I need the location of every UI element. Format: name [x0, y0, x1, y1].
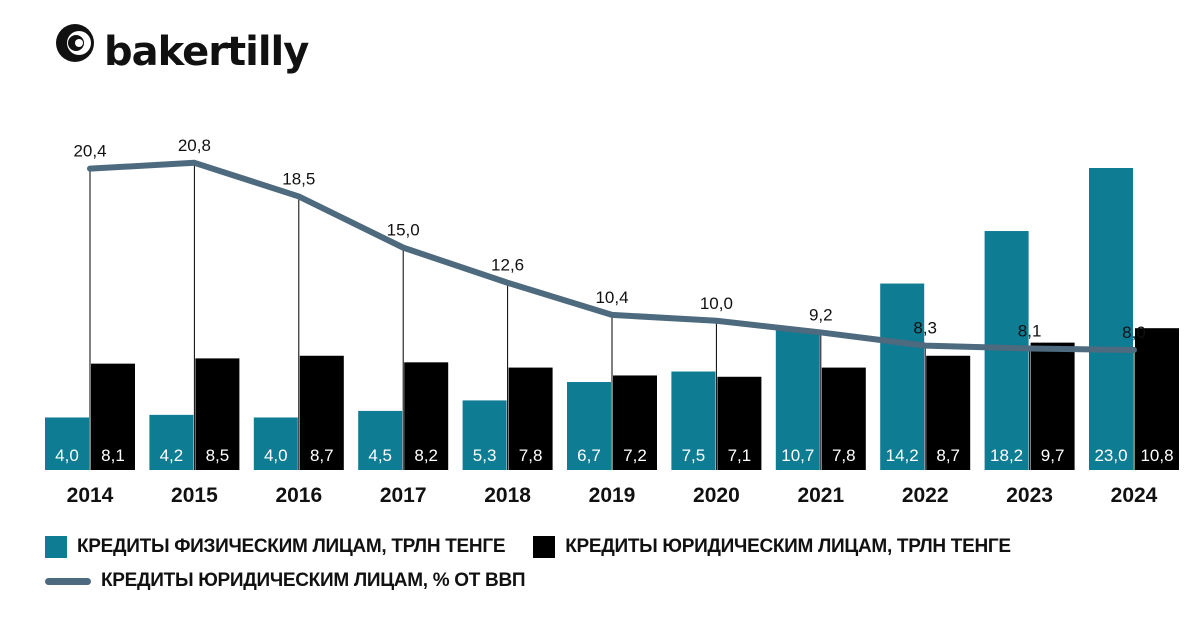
x-tick-label-2019: 2019: [589, 484, 636, 507]
x-tick-label-2022: 2022: [902, 484, 949, 507]
bar-legal-2023: [1030, 342, 1075, 470]
bar-label-legal-2016: 8,7: [310, 446, 334, 465]
x-tick-label-2016: 2016: [275, 484, 322, 507]
line-label-2016: 18,5: [282, 169, 315, 188]
brand-logo: bakertilly: [52, 8, 309, 78]
legend-label-legal: КРЕДИТЫ ЮРИДИЧЕСКИМ ЛИЦАМ, ТРЛН ТЕНГЕ: [565, 536, 1011, 557]
bar-individuals-2024: [1089, 168, 1133, 470]
bar-legal-2016: [299, 355, 344, 470]
bar-individuals-2018: [462, 400, 507, 470]
bar-label-legal-2019: 7,2: [623, 446, 647, 465]
bar-label-legal-2022: 8,7: [936, 446, 960, 465]
bar-label-individuals-2019: 6,7: [577, 446, 601, 465]
legend-label-gdp-share: КРЕДИТЫ ЮРИДИЧЕСКИМ ЛИЦАМ, % ОТ ВВП: [101, 570, 526, 591]
line-label-2024: 8,0: [1122, 323, 1146, 342]
line-label-2021: 9,2: [809, 305, 833, 324]
x-tick-label-2017: 2017: [380, 484, 427, 507]
bar-legal-2015: [195, 358, 240, 470]
bar-legal-2014: [91, 363, 135, 470]
bar-individuals-2020: [671, 371, 716, 470]
x-tick-label-2024: 2024: [1111, 484, 1158, 507]
bar-individuals-2016: [253, 417, 298, 470]
bar-label-legal-2018: 7,8: [519, 446, 543, 465]
bar-label-individuals-2018: 5,3: [473, 446, 497, 465]
bar-label-individuals-2023: 18,2: [990, 446, 1023, 465]
x-tick-label-2021: 2021: [797, 484, 844, 507]
x-tick-label-2014: 2014: [67, 484, 114, 507]
legend-item-legal: КРЕДИТЫ ЮРИДИЧЕСКИМ ЛИЦАМ, ТРЛН ТЕНГЕ: [533, 536, 1011, 558]
legend-line-gdp-share: [45, 577, 91, 585]
bar-label-legal-2015: 8,5: [206, 446, 230, 465]
bar-label-individuals-2017: 4,5: [368, 446, 392, 465]
line-gdp-share: [87, 159, 1137, 353]
bar-legal-2019: [613, 375, 657, 470]
legend-swatch-individuals: [45, 536, 67, 558]
legend-swatch-legal: [533, 536, 556, 558]
line-label-2017: 15,0: [387, 221, 420, 240]
bar-individuals-2014: [45, 417, 89, 470]
bar-label-legal-2020: 7,1: [728, 446, 752, 465]
bar-label-legal-2023: 9,7: [1041, 446, 1065, 465]
legend-item-individuals: КРЕДИТЫ ФИЗИЧЕСКИМ ЛИЦАМ, ТРЛН ТЕНГЕ: [45, 536, 505, 558]
x-tick-label-2023: 2023: [1006, 484, 1053, 507]
line-label-2022: 8,3: [913, 319, 937, 338]
legend-label-individuals: КРЕДИТЫ ФИЗИЧЕСКИМ ЛИЦАМ, ТРЛН ТЕНГЕ: [77, 536, 506, 557]
bar-legal-2018: [508, 367, 553, 470]
line-label-2023: 8,1: [1018, 322, 1042, 341]
line-label-2018: 12,6: [491, 256, 524, 275]
bar-label-individuals-2024: 23,0: [1094, 446, 1127, 465]
bar-label-individuals-2022: 14,2: [886, 446, 919, 465]
bar-label-legal-2024: 10,8: [1140, 446, 1173, 465]
line-label-2019: 10,4: [595, 288, 628, 307]
brand-name: bakertilly: [104, 29, 309, 75]
chart-legend: КРЕДИТЫ ФИЗИЧЕСКИМ ЛИЦАМ, ТРЛН ТЕНГЕ КРЕ…: [45, 530, 1165, 598]
bar-individuals-2017: [358, 410, 403, 470]
bar-legal-2021: [821, 367, 866, 470]
bar-label-individuals-2020: 7,5: [682, 446, 706, 465]
bar-individuals-2022: [880, 283, 925, 470]
bar-label-legal-2017: 8,2: [414, 446, 438, 465]
bar-label-individuals-2016: 4,0: [264, 446, 288, 465]
bar-legal-2020: [717, 376, 762, 470]
line-label-2014: 20,4: [73, 142, 106, 161]
x-tick-label-2015: 2015: [171, 484, 218, 507]
bar-label-individuals-2021: 10,7: [781, 446, 814, 465]
baker-tilly-swirl-icon: [56, 24, 94, 62]
x-tick-label-2020: 2020: [693, 484, 740, 507]
bar-label-legal-2014: 8,1: [101, 446, 125, 465]
legend-item-gdp-share: КРЕДИТЫ ЮРИДИЧЕСКИМ ЛИЦАМ, % ОТ ВВП: [45, 570, 526, 592]
bar-individuals-2019: [567, 382, 611, 470]
line-label-2020: 10,0: [700, 294, 733, 313]
bar-legal-2017: [404, 362, 449, 470]
bar-individuals-2021: [775, 329, 820, 470]
bar-label-individuals-2015: 4,2: [160, 446, 184, 465]
bar-legal-2022: [926, 355, 971, 470]
bar-label-legal-2021: 7,8: [832, 446, 856, 465]
x-tick-label-2018: 2018: [484, 484, 531, 507]
bar-legal-2024: [1135, 328, 1179, 470]
line-label-2015: 20,8: [178, 136, 211, 155]
bar-label-individuals-2014: 4,0: [55, 446, 79, 465]
bar-individuals-2015: [149, 414, 194, 470]
